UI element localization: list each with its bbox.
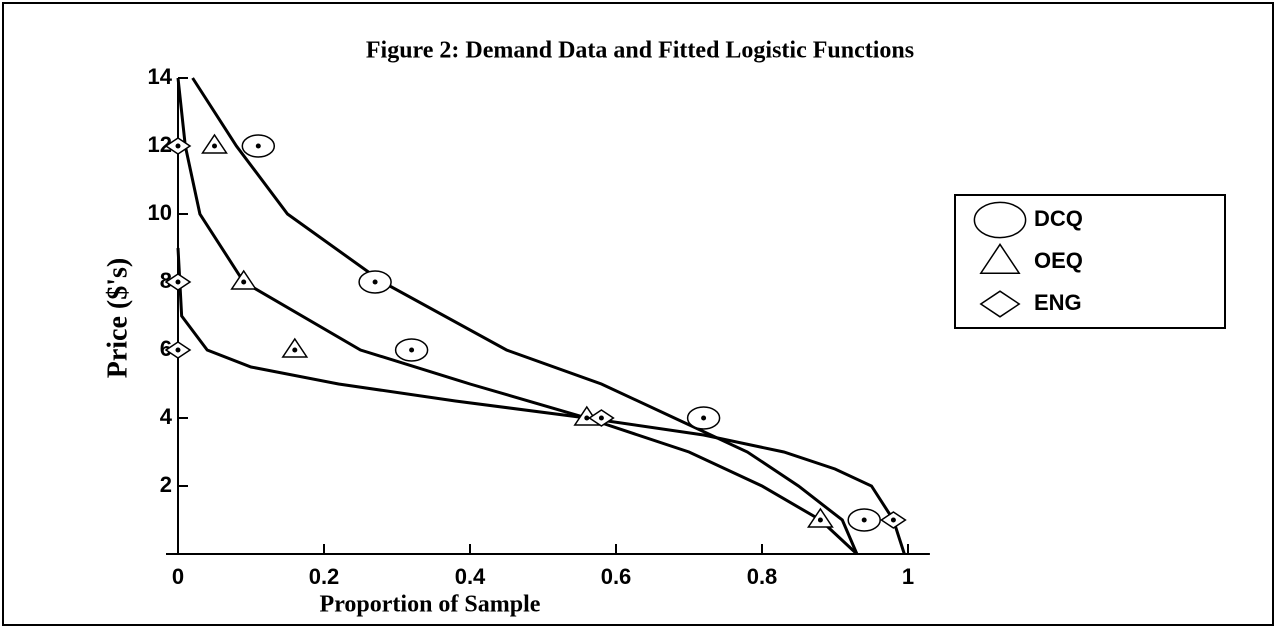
legend-marker xyxy=(979,243,1021,274)
legend-label: DCQ xyxy=(1034,206,1083,231)
data-point-dot xyxy=(241,279,247,285)
legend-marker xyxy=(979,290,1021,318)
data-point-dot xyxy=(861,517,867,523)
x-tick-label: 1 xyxy=(902,564,914,589)
data-point-dot xyxy=(598,415,604,421)
y-tick-label: 2 xyxy=(160,472,172,497)
y-tick-label: 6 xyxy=(160,336,172,361)
y-axis-label: Price ($'s) xyxy=(102,258,133,379)
fitted-curve xyxy=(191,77,859,555)
legend-label: OEQ xyxy=(1034,248,1083,273)
data-point-dot xyxy=(175,143,181,149)
fitted-curve xyxy=(176,247,906,555)
data-point-dot xyxy=(409,347,415,353)
data-point-dot xyxy=(817,517,823,523)
data-point-dot xyxy=(175,347,181,353)
legend-label: ENG xyxy=(1034,290,1082,315)
data-point-dot xyxy=(212,143,217,149)
x-tick-label: 0.4 xyxy=(455,564,486,589)
y-tick-label: 14 xyxy=(148,64,173,89)
data-point-dot xyxy=(890,517,896,523)
fitted-curve xyxy=(176,77,858,556)
data-point-dot xyxy=(372,279,378,285)
x-tick-label: 0.2 xyxy=(309,564,340,589)
data-point-dot xyxy=(292,347,298,353)
y-tick-label: 4 xyxy=(160,404,173,429)
data-point-dot xyxy=(175,279,181,285)
y-tick-label: 8 xyxy=(160,268,172,293)
chart-title: Figure 2: Demand Data and Fitted Logisti… xyxy=(366,38,914,64)
x-axis-label: Proportion of Sample xyxy=(320,592,541,618)
data-point-dot xyxy=(701,415,707,421)
data-point-dot xyxy=(584,415,590,421)
x-tick-label: 0 xyxy=(172,564,184,589)
y-tick-label: 10 xyxy=(148,200,172,225)
x-tick-label: 0.8 xyxy=(747,564,778,589)
legend-marker xyxy=(973,201,1027,239)
x-tick-label: 0.6 xyxy=(601,564,632,589)
data-point-dot xyxy=(255,143,261,149)
